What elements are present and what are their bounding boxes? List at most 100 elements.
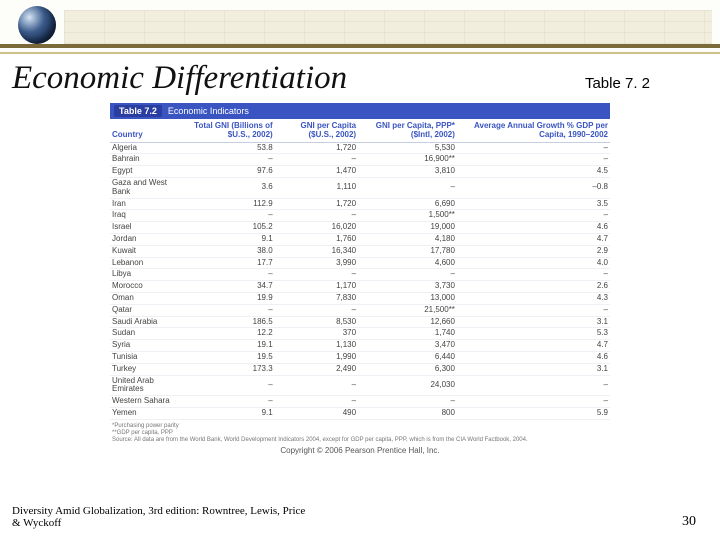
table-row: United Arab Emirates––24,030– <box>110 375 610 396</box>
cell-value: – <box>358 269 457 281</box>
table-row: Lebanon17.73,9904,6004.0 <box>110 257 610 269</box>
table-row: Gaza and West Bank3.61,110––0.8 <box>110 177 610 198</box>
cell-value: 4.3 <box>457 292 610 304</box>
cell-value: 1,500** <box>358 210 457 222</box>
cell-value: – <box>175 304 274 316</box>
cell-value: 19.5 <box>175 351 274 363</box>
table-row: Morocco34.71,1703,7302.6 <box>110 281 610 293</box>
cell-country: Iran <box>110 198 175 210</box>
slide-footer: Diversity Amid Globalization, 3rd editio… <box>12 505 696 530</box>
cell-value: 6,440 <box>358 351 457 363</box>
cell-country: Sudan <box>110 328 175 340</box>
table-row: Yemen9.14908005.9 <box>110 407 610 419</box>
cell-value: 1,740 <box>358 328 457 340</box>
cell-country: Morocco <box>110 281 175 293</box>
cell-value: 370 <box>275 328 358 340</box>
cell-country: Syria <box>110 340 175 352</box>
cell-value: 19.9 <box>175 292 274 304</box>
cell-value: 490 <box>275 407 358 419</box>
table-banner: Table 7.2 Economic Indicators <box>110 103 610 119</box>
cell-country: Israel <box>110 222 175 234</box>
cell-country: Western Sahara <box>110 396 175 408</box>
table-row: Qatar––21,500**– <box>110 304 610 316</box>
table-banner-title: Economic Indicators <box>168 106 249 116</box>
cell-country: Libya <box>110 269 175 281</box>
cell-value: 3.1 <box>457 316 610 328</box>
table-header-row: Country Total GNI (Billions of $U.S., 20… <box>110 119 610 142</box>
cell-value: 3.5 <box>457 198 610 210</box>
table-row: Egypt97.61,4703,8104.5 <box>110 166 610 178</box>
cell-value: 3,990 <box>275 257 358 269</box>
cell-value: 6,300 <box>358 363 457 375</box>
cell-value: – <box>175 269 274 281</box>
footer-citation: Diversity Amid Globalization, 3rd editio… <box>12 505 312 530</box>
cell-value: 105.2 <box>175 222 274 234</box>
cell-value: 12,660 <box>358 316 457 328</box>
cell-value: 1,720 <box>275 198 358 210</box>
cell-country: United Arab Emirates <box>110 375 175 396</box>
table-row: Libya–––– <box>110 269 610 281</box>
col-total-gni: Total GNI (Billions of $U.S., 2002) <box>175 119 274 142</box>
table-row: Turkey173.32,4906,3003.1 <box>110 363 610 375</box>
cell-country: Egypt <box>110 166 175 178</box>
cell-value: –0.8 <box>457 177 610 198</box>
cell-value: 112.9 <box>175 198 274 210</box>
cell-value: 173.3 <box>175 363 274 375</box>
cell-value: – <box>275 396 358 408</box>
cell-value: 9.1 <box>175 233 274 245</box>
copyright-line: Copyright © 2006 Pearson Prentice Hall, … <box>110 446 610 455</box>
cell-value: 13,000 <box>358 292 457 304</box>
cell-value: 186.5 <box>175 316 274 328</box>
cell-value: 4.6 <box>457 222 610 234</box>
cell-country: Qatar <box>110 304 175 316</box>
cell-country: Algeria <box>110 142 175 154</box>
cell-value: – <box>275 210 358 222</box>
table-row: Sudan12.23701,7405.3 <box>110 328 610 340</box>
cell-value: 3.6 <box>175 177 274 198</box>
cell-value: – <box>457 269 610 281</box>
cell-value: 2.6 <box>457 281 610 293</box>
cell-value: – <box>175 210 274 222</box>
cell-value: 3.1 <box>457 363 610 375</box>
footnote-source: Source: All data are from the World Bank… <box>112 437 608 444</box>
table-row: Kuwait38.016,34017,7802.9 <box>110 245 610 257</box>
table-row: Tunisia19.51,9906,4404.6 <box>110 351 610 363</box>
cell-value: – <box>457 396 610 408</box>
cell-country: Turkey <box>110 363 175 375</box>
cell-value: 9.1 <box>175 407 274 419</box>
table-row: Bahrain––16,900**– <box>110 154 610 166</box>
title-row: Economic Differentiation Table 7. 2 <box>0 54 720 101</box>
cell-value: 19,000 <box>358 222 457 234</box>
divider <box>0 44 720 48</box>
cell-value: 1,720 <box>275 142 358 154</box>
slide-title: Economic Differentiation <box>12 60 347 97</box>
cell-value: 3,730 <box>358 281 457 293</box>
cell-value: 8,530 <box>275 316 358 328</box>
cell-value: – <box>175 396 274 408</box>
cell-value: 1,130 <box>275 340 358 352</box>
cell-value: 5.9 <box>457 407 610 419</box>
cell-value: 16,340 <box>275 245 358 257</box>
cell-value: – <box>457 154 610 166</box>
cell-value: 19.1 <box>175 340 274 352</box>
cell-country: Kuwait <box>110 245 175 257</box>
cell-value: 2,490 <box>275 363 358 375</box>
cell-value: – <box>275 304 358 316</box>
cell-value: – <box>457 210 610 222</box>
col-gni-ppp: GNI per Capita, PPP* ($Intl, 2002) <box>358 119 457 142</box>
cell-value: 34.7 <box>175 281 274 293</box>
footnote-gdp-ppp: **GDP per capita, PPP <box>112 430 608 437</box>
cell-country: Bahrain <box>110 154 175 166</box>
cell-value: – <box>175 154 274 166</box>
cell-value: 800 <box>358 407 457 419</box>
cell-value: 4.0 <box>457 257 610 269</box>
map-background <box>64 10 712 44</box>
cell-value: 1,110 <box>275 177 358 198</box>
cell-country: Tunisia <box>110 351 175 363</box>
page-number: 30 <box>682 514 696 530</box>
col-gni-per-capita: GNI per Capita ($U.S., 2002) <box>275 119 358 142</box>
cell-value: 1,170 <box>275 281 358 293</box>
table-row: Syria19.11,1303,4704.7 <box>110 340 610 352</box>
cell-value: – <box>275 154 358 166</box>
cell-value: 5.3 <box>457 328 610 340</box>
